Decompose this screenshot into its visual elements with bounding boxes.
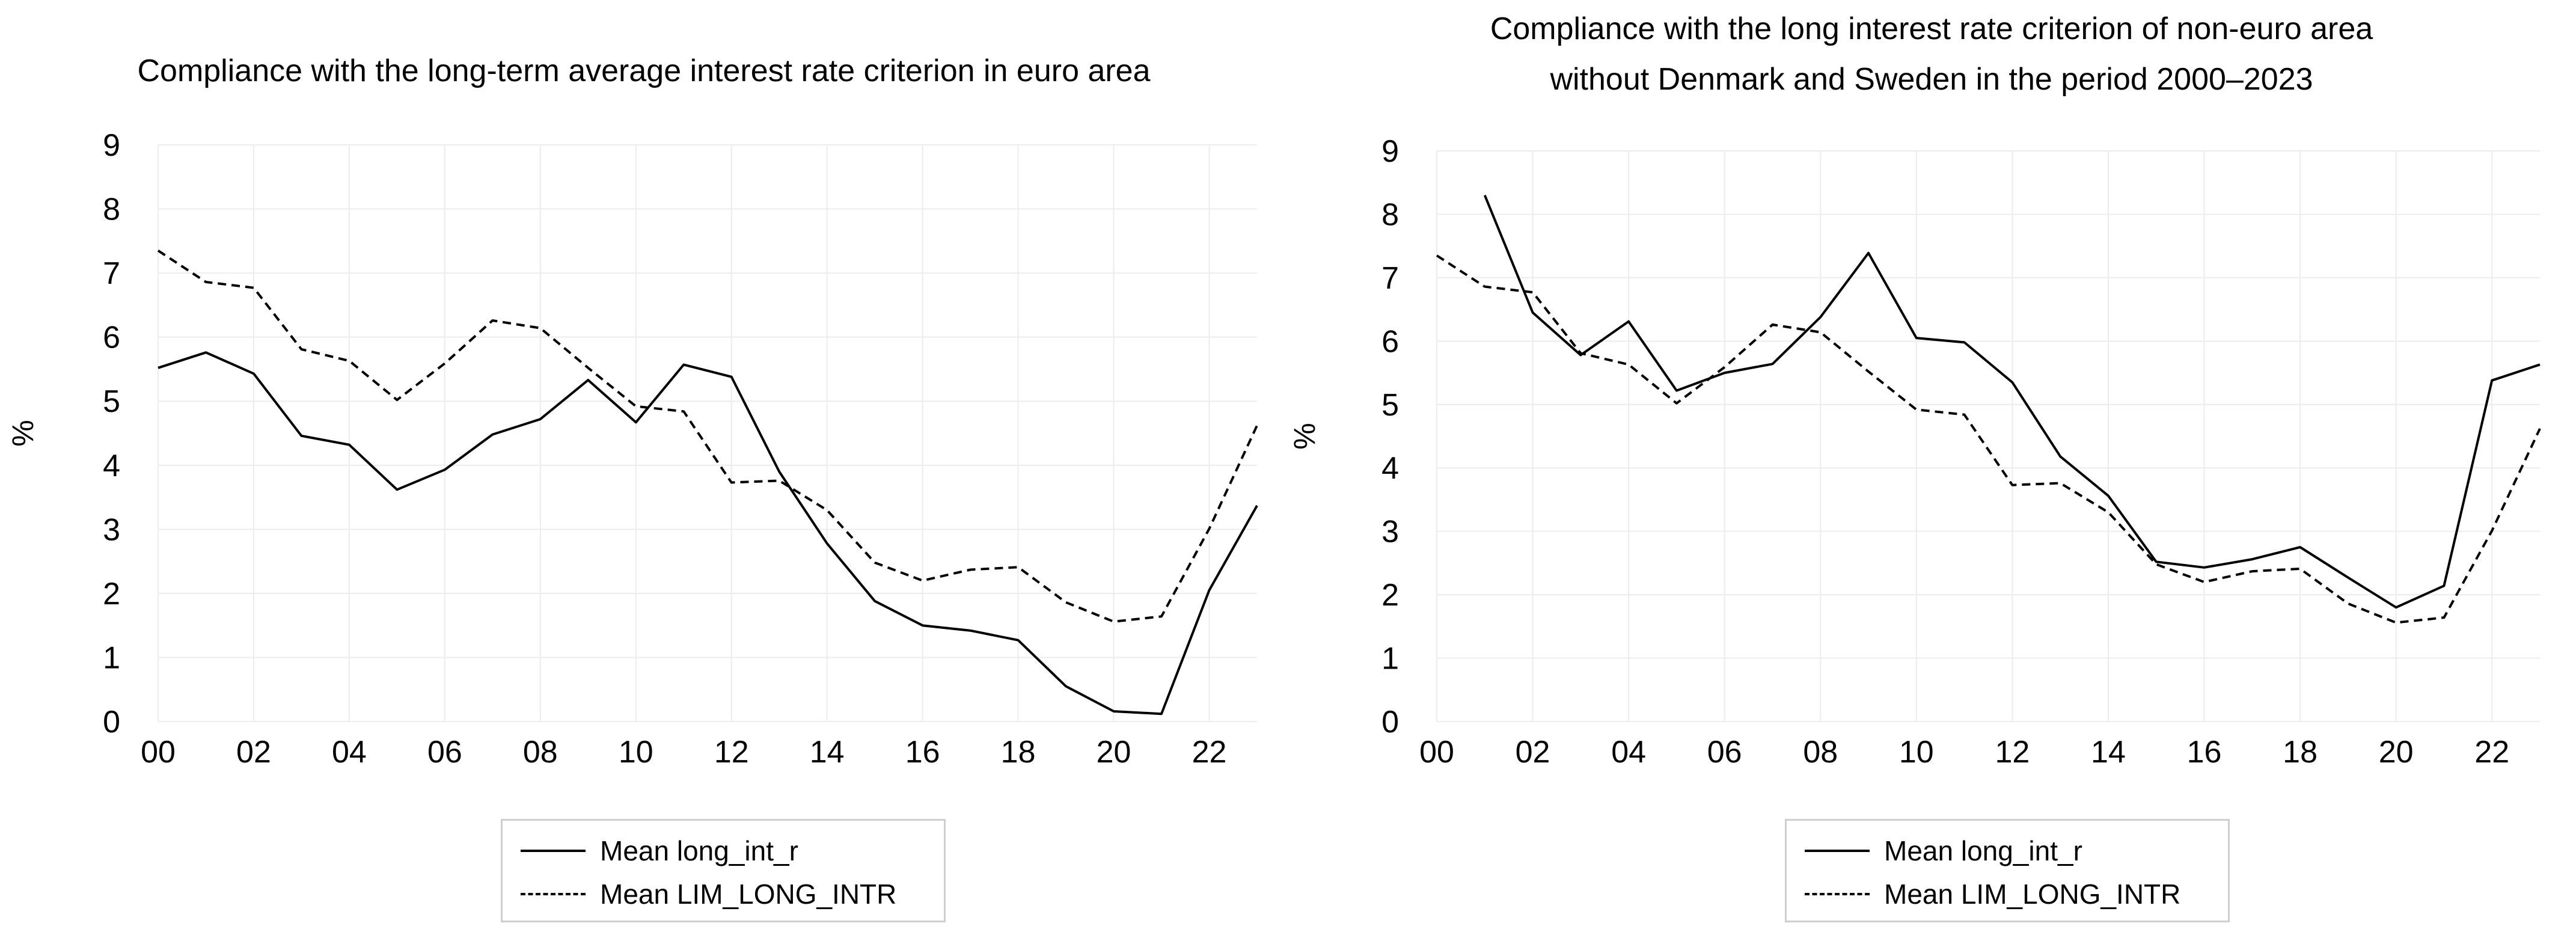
y-tick-label: 3 (103, 512, 120, 547)
chart-panel-non-euro-area: Compliance with the long interest rate c… (1288, 0, 2575, 938)
y-tick-label: 8 (1381, 197, 1399, 232)
x-tick-label: 06 (427, 735, 462, 770)
y-tick-label: 8 (103, 192, 120, 227)
legend-swatch-solid (521, 850, 586, 852)
legend-swatch-solid (1805, 850, 1870, 852)
x-tick-label: 12 (1995, 735, 2030, 770)
x-tick-label: 00 (1419, 735, 1454, 770)
legend-item-lim-long-intr: Mean LIM_LONG_INTR (521, 876, 896, 912)
legend-label: Mean long_int_r (600, 835, 798, 866)
series-line-long-int-r (158, 351, 1258, 716)
y-tick-label: 9 (103, 128, 120, 163)
legend-item-long-int-r: Mean long_int_r (1805, 833, 2082, 869)
y-tick-label: 3 (1381, 515, 1399, 550)
x-tick-label: 20 (1097, 735, 1131, 770)
x-tick-label: 10 (619, 735, 653, 770)
legend-swatch-dashed (521, 893, 586, 895)
x-tick-label: 00 (141, 735, 176, 770)
y-tick-label: 5 (1381, 388, 1399, 423)
x-tick-label: 04 (1611, 735, 1646, 770)
x-tick-label: 22 (2474, 735, 2509, 770)
chart-title-line-1: Compliance with the long interest rate c… (1490, 11, 2373, 46)
x-tick-label: 22 (1192, 735, 1227, 770)
y-tick-label: 7 (103, 256, 120, 291)
x-tick-label: 18 (1001, 735, 1036, 770)
y-tick-label: 9 (1381, 134, 1399, 169)
y-tick-label: 5 (103, 384, 120, 419)
x-tick-label: 10 (1899, 735, 1934, 770)
y-tick-label: 7 (1381, 261, 1399, 296)
legend-label: Mean LIM_LONG_INTR (1884, 878, 2181, 910)
legend-label: Mean long_int_r (1884, 835, 2082, 866)
x-tick-label: 20 (2379, 735, 2414, 770)
x-tick-label: 08 (523, 735, 558, 770)
series-line-lim-long-intr (1436, 254, 2541, 624)
y-tick-label: 1 (1381, 642, 1399, 676)
x-tick-label: 08 (1803, 735, 1838, 770)
legend-swatch-dashed (1805, 893, 1870, 895)
x-tick-label: 06 (1707, 735, 1742, 770)
x-tick-label: 02 (236, 735, 271, 770)
y-axis-label: % (6, 420, 40, 446)
chart-title-line-2: without Denmark and Sweden in the period… (1550, 62, 2313, 97)
chart-title: Compliance with the long-term average in… (137, 54, 1151, 88)
chart-legend: Mean long_int_r Mean LIM_LONG_INTR (501, 819, 946, 922)
legend-item-lim-long-intr: Mean LIM_LONG_INTR (1805, 876, 2180, 912)
series-line-long-int-r (1483, 195, 2541, 609)
y-tick-label: 2 (1381, 578, 1399, 613)
x-tick-label: 02 (1516, 735, 1550, 770)
y-tick-label: 1 (103, 640, 120, 675)
chart-panel-euro-area: Compliance with the long-term average in… (6, 54, 1258, 922)
chart-legend: Mean long_int_r Mean LIM_LONG_INTR (1785, 819, 2230, 922)
x-tick-label: 16 (905, 735, 940, 770)
y-tick-label: 0 (1381, 705, 1399, 740)
x-tick-label: 12 (714, 735, 749, 770)
legend-item-long-int-r: Mean long_int_r (521, 833, 798, 869)
x-tick-label: 14 (2091, 735, 2126, 770)
y-tick-label: 6 (103, 320, 120, 355)
y-tick-label: 2 (103, 577, 120, 612)
x-tick-label: 14 (810, 735, 845, 770)
x-tick-label: 16 (2187, 735, 2222, 770)
y-tick-label: 0 (103, 705, 120, 740)
y-tick-label: 6 (1381, 324, 1399, 359)
series-line-lim-long-intr (157, 250, 1258, 623)
y-tick-label: 4 (103, 449, 120, 483)
y-tick-label: 4 (1381, 451, 1399, 486)
x-tick-label: 18 (2283, 735, 2317, 770)
legend-label: Mean LIM_LONG_INTR (600, 878, 897, 910)
y-axis-label: % (1288, 423, 1321, 449)
x-tick-label: 04 (332, 735, 367, 770)
